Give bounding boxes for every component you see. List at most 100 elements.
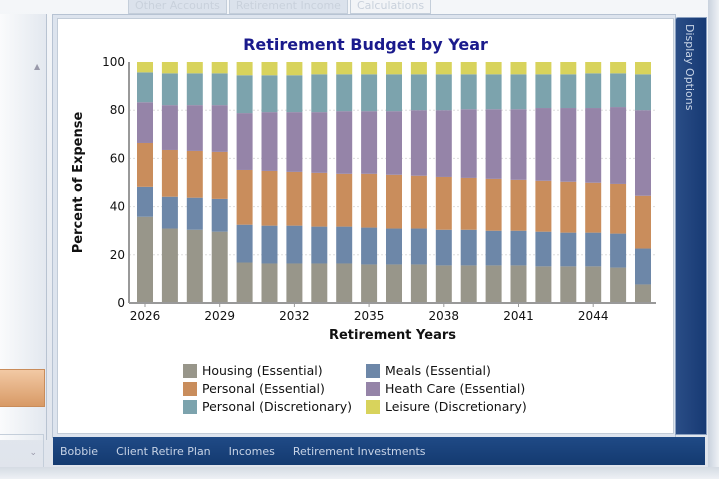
bar-segment (610, 267, 627, 303)
stacked-bar-chart: 0 20 40 60 80 100 2026 2029 2032 2035 2038 2041 2044… (71, 55, 656, 343)
bottom-tab-bar: Bobbie Client Retire Plan Incomes Retire… (53, 437, 705, 465)
bar-segment (311, 226, 328, 264)
bar-segment (610, 62, 627, 74)
bar-segment (435, 176, 452, 230)
display-options-tab[interactable]: Display Options (675, 17, 707, 435)
bar-segment (161, 105, 178, 150)
bar-segment (410, 74, 427, 111)
tab-calculations[interactable]: Calculations (349, 0, 432, 14)
bar-segment (435, 62, 452, 75)
bar-segment (510, 74, 527, 110)
bar-segment (211, 231, 228, 303)
scroll-up-icon[interactable]: ▲ (34, 62, 41, 71)
legend-item: Housing (Essential) (183, 362, 366, 379)
bar-segment (560, 108, 577, 182)
tab-client-retire-plan[interactable]: Client Retire Plan (116, 444, 211, 458)
legend-label: Leisure (Discretionary) (385, 399, 527, 414)
bar-segment (386, 74, 402, 112)
bar-segment (311, 263, 328, 303)
tab-retirement-investments[interactable]: Retirement Investments (292, 444, 426, 458)
bar-segment (137, 216, 153, 303)
tab-other-accounts[interactable]: Other Accounts (128, 0, 227, 14)
bar-segment (635, 195, 651, 249)
bar-segment (610, 73, 627, 108)
top-tabs: Other Accounts Retirement Income Calcula… (128, 0, 432, 14)
bar-segment (186, 73, 203, 106)
bar-segment (261, 263, 278, 303)
bar-segment (535, 62, 552, 75)
window-right-edge (708, 0, 719, 479)
bar-segment (635, 74, 651, 111)
bar-segment (560, 62, 577, 75)
bar-segment (410, 175, 427, 229)
bar-segment (186, 197, 203, 230)
y-tick-label: 20 (110, 248, 125, 262)
legend-swatch (183, 363, 197, 378)
bar-segment (186, 229, 203, 303)
bar-segment (161, 196, 178, 229)
bar-segment (137, 72, 153, 103)
bar-segment (410, 62, 427, 75)
bar-segment (186, 62, 203, 74)
bar-segment (137, 186, 153, 217)
bar-segment (460, 177, 477, 230)
bar-segment (361, 227, 378, 265)
bar-segment (161, 228, 178, 303)
tab-incomes[interactable]: Incomes (228, 444, 275, 458)
bar-segment (211, 198, 228, 232)
legend-label: Personal (Essential) (202, 381, 325, 396)
bar-segment (585, 182, 602, 233)
bar-segment (510, 109, 527, 180)
bar-segment (610, 107, 627, 184)
left-panel-selected-item[interactable] (0, 369, 45, 407)
legend-item: Meals (Essential) (366, 362, 536, 379)
bar-segment (236, 75, 253, 114)
bar-segment (485, 62, 502, 75)
tab-retirement-income[interactable]: Retirement Income (228, 0, 348, 14)
x-axis-title: Retirement Years (329, 328, 456, 343)
bar-segment (386, 111, 402, 175)
bar-segment (137, 102, 153, 143)
legend-label: Heath Care (Essential) (385, 381, 526, 396)
bar-segment (186, 105, 203, 151)
bar-segment (535, 266, 552, 303)
bar-segment (336, 62, 353, 75)
bar-segment (361, 173, 378, 228)
legend-item: Leisure (Discretionary) (366, 398, 536, 415)
bar-segment (560, 266, 577, 303)
bar-segment (485, 178, 502, 231)
legend-label: Personal (Discretionary) (202, 399, 353, 414)
bar-segment (460, 74, 477, 110)
bar-segment (386, 62, 402, 75)
bar-segment (261, 112, 278, 171)
bar-segment (286, 171, 303, 226)
bar-segment (585, 62, 602, 74)
bar-segment (485, 265, 502, 303)
bar-segment (311, 62, 328, 75)
bar-segment (535, 231, 552, 267)
x-tick-label: 2029 (204, 309, 235, 323)
legend-swatch (366, 399, 380, 414)
bar-segment (137, 62, 153, 73)
bar-segment (336, 74, 353, 112)
bar-segment (336, 226, 353, 264)
bar-segment (635, 62, 651, 75)
legend-item: Personal (Essential) (183, 380, 366, 397)
y-tick-label: 0 (117, 296, 125, 310)
y-tick-label: 100 (102, 55, 125, 69)
bar-segment (485, 230, 502, 266)
bar-segment (460, 229, 477, 266)
x-tick-label: 2041 (503, 309, 534, 323)
bar-segment (361, 264, 378, 303)
bar-segment (211, 62, 228, 74)
x-tick-label: 2035 (354, 309, 385, 323)
bar-segment (261, 62, 278, 76)
tab-bobbie[interactable]: Bobbie (60, 444, 99, 458)
bar-segment (361, 62, 378, 75)
bar-segment (236, 62, 253, 76)
bar-segment (410, 110, 427, 176)
bar-segment (161, 62, 178, 74)
bar-segment (410, 228, 427, 265)
window-bottom-edge (0, 467, 719, 479)
bar-segment (311, 172, 328, 227)
